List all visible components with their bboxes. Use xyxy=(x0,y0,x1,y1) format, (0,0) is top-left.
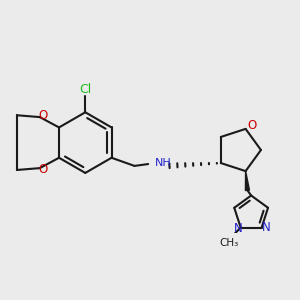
Text: N: N xyxy=(262,221,271,235)
Text: O: O xyxy=(38,109,48,122)
Polygon shape xyxy=(245,171,250,190)
Text: O: O xyxy=(247,119,256,132)
Text: Cl: Cl xyxy=(79,83,92,96)
Text: CH₃: CH₃ xyxy=(219,238,238,248)
Text: NH: NH xyxy=(155,158,172,168)
Text: O: O xyxy=(38,163,48,176)
Text: N: N xyxy=(234,222,242,235)
